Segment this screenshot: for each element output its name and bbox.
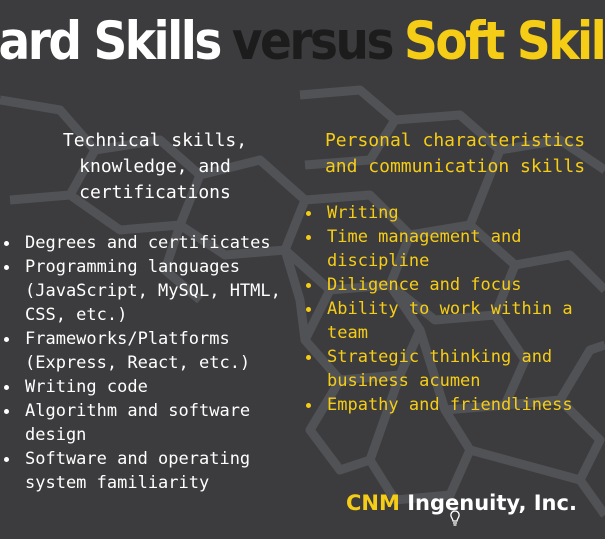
list-item: Diligence and focus <box>302 273 602 297</box>
brand-logo: CNM Ingenuity, Inc. <box>346 488 577 518</box>
list-item: Empathy and friendliness <box>302 393 602 417</box>
list-item: Writing <box>302 201 602 225</box>
lightbulb-icon <box>450 510 460 526</box>
hard-skills-list: Degrees and certificates Programming lan… <box>0 231 305 495</box>
list-item: Programming languages (JavaScript, MySQL… <box>0 255 305 327</box>
list-item: Writing code <box>0 375 305 399</box>
list-item: Algorithm and software design <box>0 399 305 447</box>
hard-skills-heading: Technical skills, knowledge, and certifi… <box>62 130 248 203</box>
list-item: Frameworks/Platforms (Express, React, et… <box>0 327 305 375</box>
brand-cnm: CNM <box>346 491 400 515</box>
title-versus: versus <box>231 10 395 73</box>
soft-skills-heading: Personal characteristics and communicati… <box>324 130 586 177</box>
list-item: Ability to work within a team <box>302 297 602 345</box>
brand-name: Ingenuity, Inc. <box>407 491 577 515</box>
soft-skills-list: Writing Time management and discipline D… <box>302 201 602 417</box>
list-item: Strategic thinking and business acumen <box>302 345 602 393</box>
title-soft-skills: Soft Skills <box>403 10 605 73</box>
title-hard-skills: Hard Skills <box>0 10 222 73</box>
page-title: Hard Skills versus Soft Skills <box>0 0 605 86</box>
list-item: Software and operating system familiarit… <box>0 447 305 495</box>
list-item: Degrees and certificates <box>0 231 305 255</box>
list-item: Time management and discipline <box>302 225 602 273</box>
